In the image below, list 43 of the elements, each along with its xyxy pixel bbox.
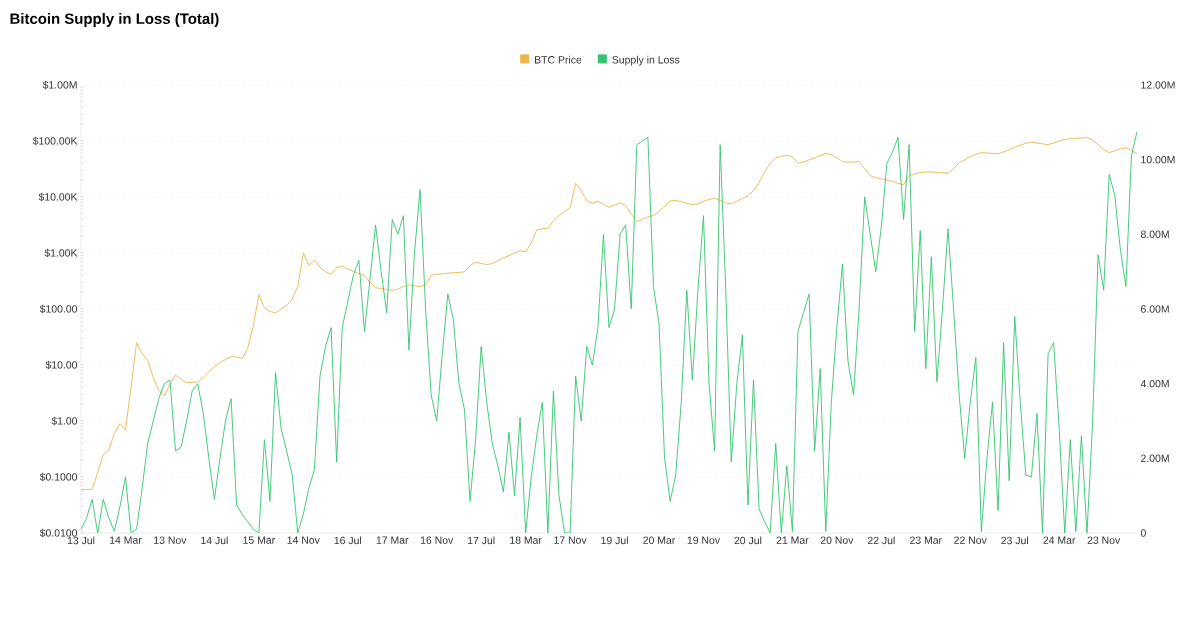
- x-tick-label: 22 Nov: [954, 536, 987, 544]
- x-tick-label: 14 Mar: [109, 536, 142, 544]
- y-tick-label: $1.00: [51, 416, 78, 426]
- x-tick-label: 17 Nov: [554, 536, 587, 544]
- y-tick-label: $1.00K: [44, 248, 78, 258]
- x-tick-label: 19 Nov: [687, 536, 720, 544]
- x-tick-label: 21 Mar: [776, 536, 809, 544]
- x-tick-label: 16 Nov: [420, 536, 454, 544]
- x-tick-label: 13 Jul: [67, 536, 95, 545]
- chart-title: Bitcoin Supply in Loss (Total): [10, 13, 219, 27]
- x-tick-label: 23 Nov: [1087, 536, 1121, 544]
- y2-tick-label: 4.00M: [1140, 379, 1169, 388]
- x-tick-label: 20 Jul: [734, 536, 762, 545]
- x-tick-label: 13 Nov: [154, 536, 187, 544]
- x-tick-label: 14 Nov: [287, 536, 320, 544]
- y2-tick-label: 0: [1140, 529, 1146, 537]
- x-tick-label: 17 Mar: [376, 536, 409, 544]
- x-tick-label: 20 Mar: [643, 536, 676, 544]
- x-tick-label: 22 Jul: [867, 536, 895, 545]
- y-tick-label: $100.00K: [32, 136, 78, 146]
- legend-label: BTC Price: [535, 55, 582, 64]
- legend-label: Supply in Loss: [612, 55, 680, 66]
- y-tick-label: $0.0100: [39, 528, 78, 538]
- y-tick-label: $1.00M: [42, 80, 77, 90]
- y2-tick-label: 12.00M: [1141, 81, 1175, 89]
- x-tick-label: 20 Nov: [820, 536, 854, 544]
- y2-tick-label: 2.00M: [1141, 454, 1169, 463]
- y2-tick-label: 8.00M: [1140, 230, 1169, 239]
- x-tick-label: 23 Mar: [910, 536, 942, 544]
- y-tick-label: $100.00: [39, 304, 78, 314]
- x-tick-label: 24 Mar: [1043, 536, 1076, 544]
- y2-tick-label: 6.00M: [1141, 305, 1169, 313]
- y-tick-label: $10.00: [45, 360, 78, 370]
- x-tick-label: 17 Jul: [468, 536, 495, 545]
- y-tick-label: $10.00K: [38, 192, 78, 202]
- x-tick-label: 15 Mar: [243, 536, 275, 544]
- x-tick-label: 19 Jul: [601, 536, 628, 545]
- y-tick-label: $0.1000: [39, 472, 78, 482]
- x-tick-label: 14 Jul: [201, 536, 228, 545]
- y2-tick-label: 10.00M: [1141, 155, 1175, 164]
- x-tick-label: 18 Mar: [510, 536, 542, 544]
- x-tick-label: 23 Jul: [1001, 536, 1028, 545]
- x-tick-label: 16 Jul: [334, 536, 362, 545]
